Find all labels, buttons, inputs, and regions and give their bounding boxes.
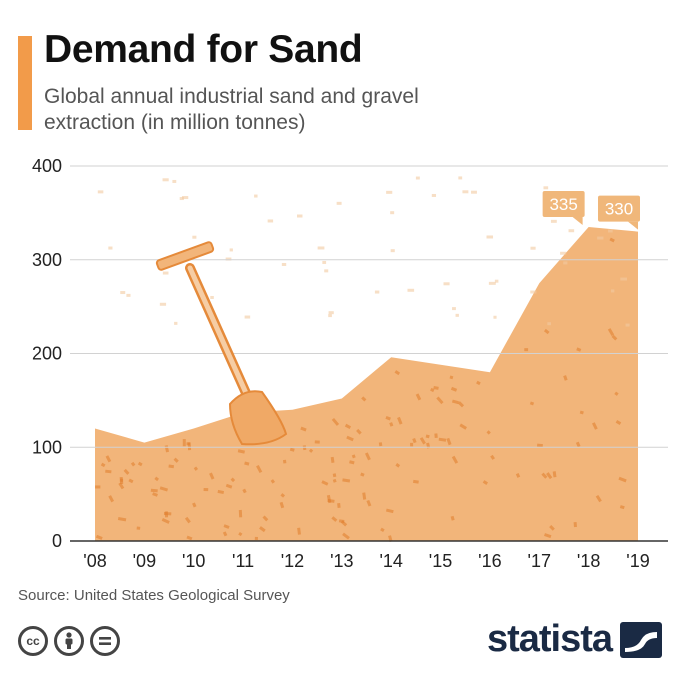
value-annotation: 335	[542, 190, 585, 225]
x-tick-label: '16	[478, 551, 501, 571]
brand-name: statista	[486, 618, 613, 660]
y-tick-label: 0	[52, 531, 62, 551]
y-tick-label: 400	[32, 156, 62, 176]
page-title: Demand for Sand	[44, 28, 363, 71]
x-tick-label: '18	[577, 551, 600, 571]
y-tick-label: 200	[32, 344, 62, 364]
value-annotation: 330	[598, 195, 640, 230]
data-label: 335	[549, 195, 577, 214]
x-tick-label: '12	[281, 551, 304, 571]
x-tick-label: '19	[626, 551, 649, 571]
x-tick-label: '10	[182, 551, 205, 571]
x-tick-label: '13	[330, 551, 353, 571]
area-series	[95, 226, 638, 541]
sand-speckles	[95, 176, 630, 543]
x-tick-label: '15	[429, 551, 452, 571]
x-tick-label: '08	[83, 551, 106, 571]
statista-logo[interactable]: statista	[487, 618, 662, 661]
x-tick-label: '14	[379, 551, 402, 571]
attribution-icon	[54, 626, 84, 656]
x-tick-label: '11	[232, 551, 254, 571]
page-subtitle: Global annual industrial sand and gravel…	[44, 85, 419, 134]
area-chart: 0 100 200 300 400 '08 '09 '10 '11 '12 '13 '14 '15 '16…	[32, 156, 668, 571]
license-icons: cc	[18, 626, 120, 656]
source-note: Source: United States Geological Survey	[18, 587, 290, 604]
shovel-illustration	[155, 241, 288, 446]
statista-mark-icon	[620, 621, 662, 658]
x-tick-label: '09	[133, 551, 156, 571]
no-derivatives-icon	[90, 626, 120, 656]
y-tick-label: 300	[32, 250, 62, 270]
y-tick-label: 100	[32, 437, 62, 457]
cc-icon: cc	[18, 626, 48, 656]
title-accent-bar	[18, 36, 32, 130]
data-label: 330	[605, 200, 633, 219]
x-tick-label: '17	[528, 551, 551, 571]
